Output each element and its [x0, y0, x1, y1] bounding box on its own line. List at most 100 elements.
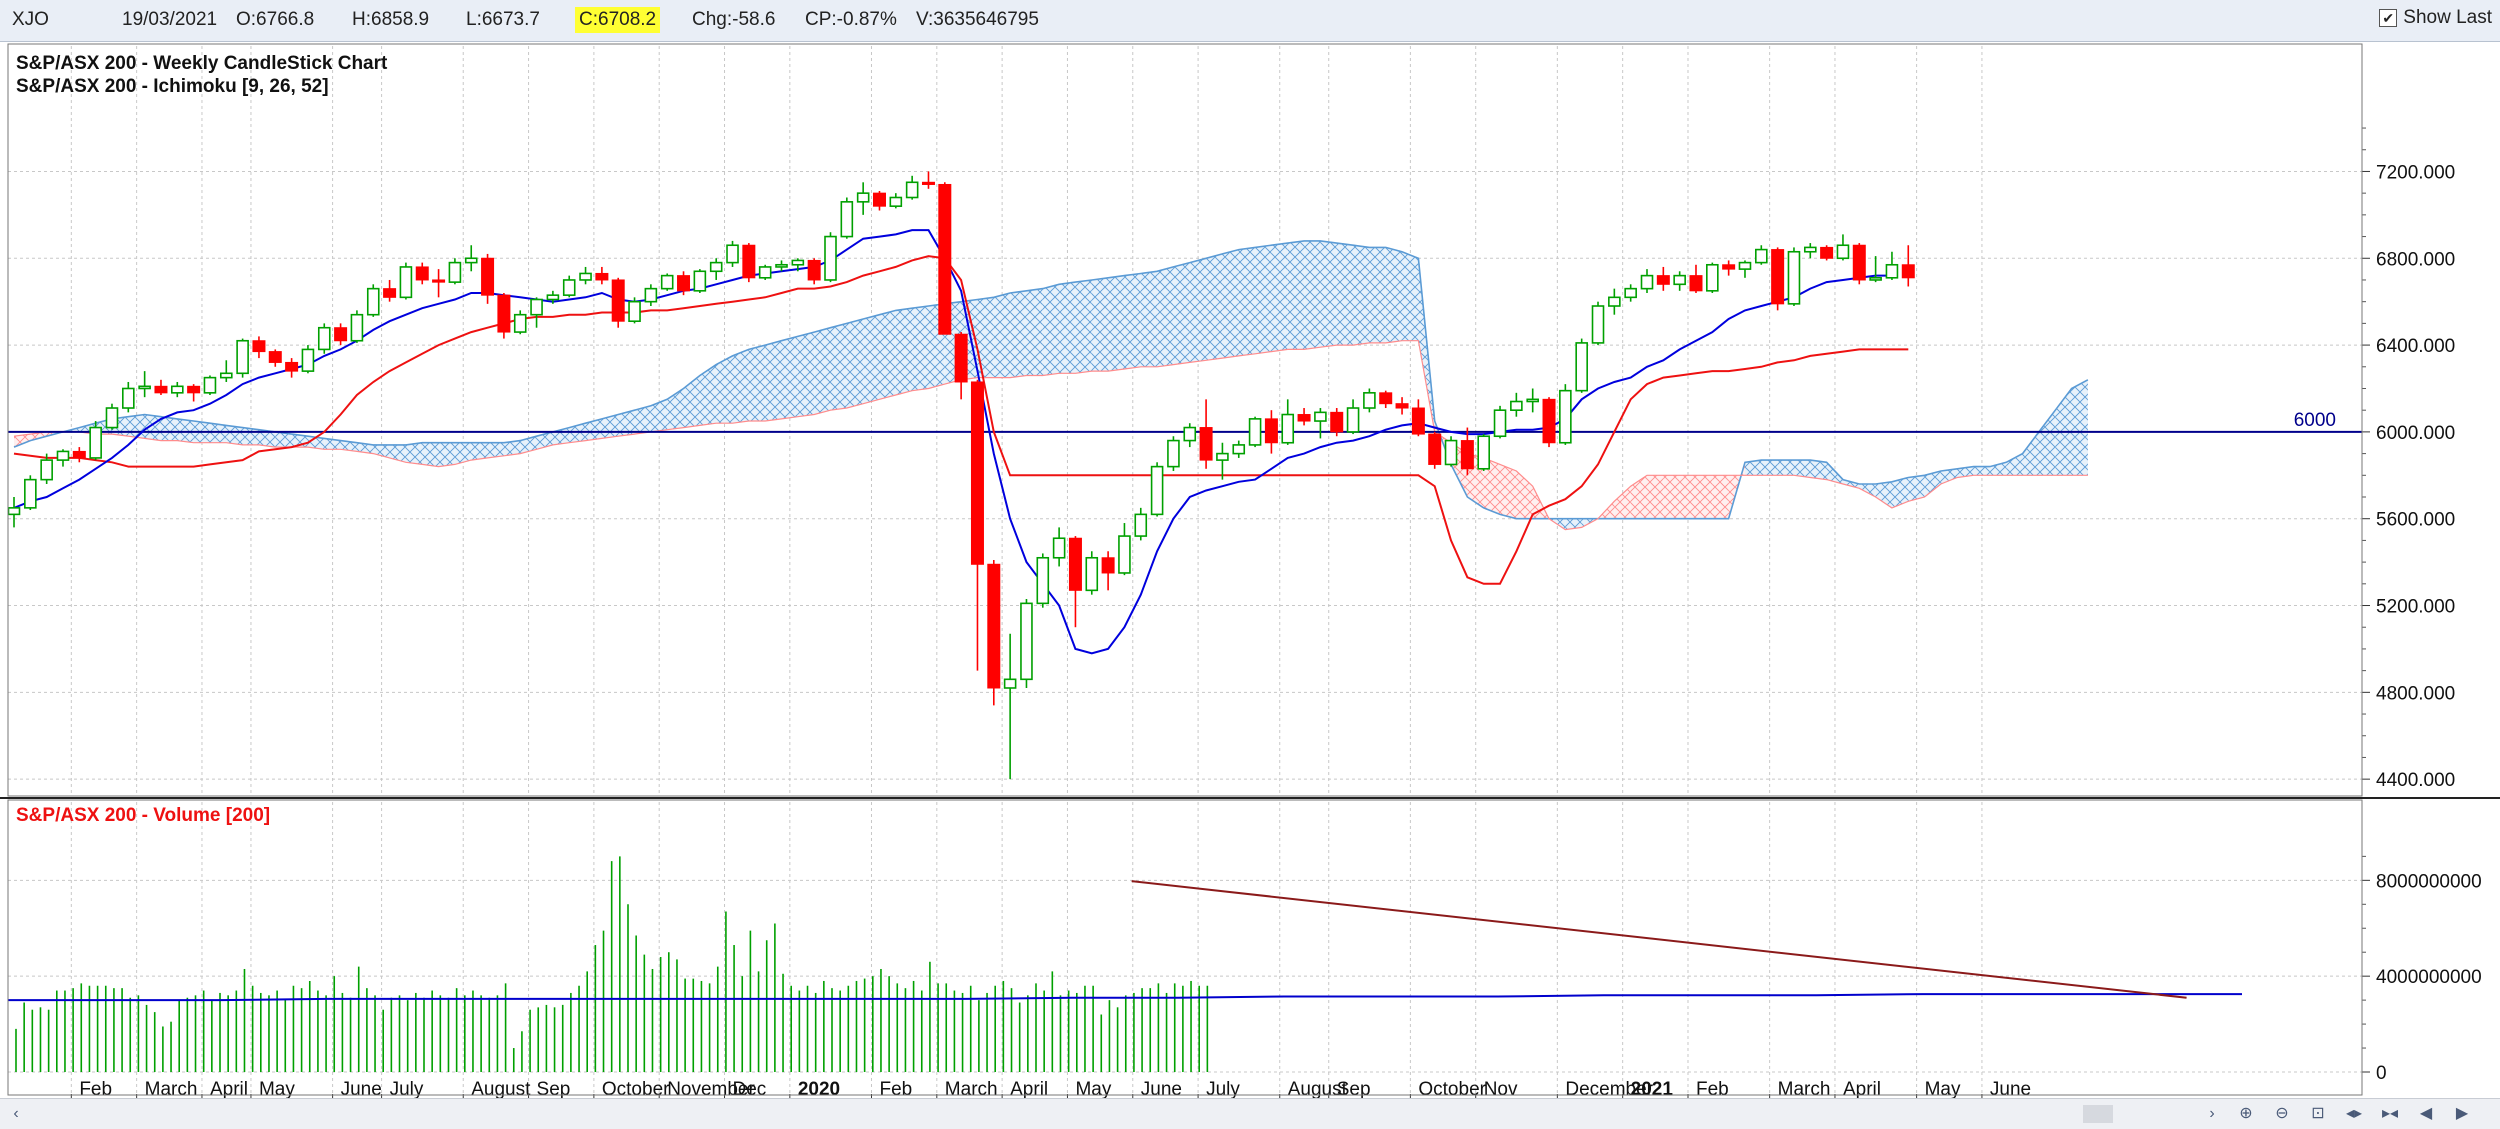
zoom-in-icon[interactable]: ⊕	[2239, 1105, 2253, 1122]
candle-body	[1771, 249, 1785, 305]
cloud-segment	[895, 308, 913, 395]
cloud-segment	[569, 423, 586, 443]
scroll-right-icon[interactable]: ›	[2209, 1105, 2215, 1122]
symbol-label: XJO	[12, 9, 49, 30]
candle-body	[268, 351, 282, 363]
volume-label: V:3635646795	[916, 9, 1039, 30]
cloud-segment	[814, 327, 831, 415]
cloud-segment	[1026, 288, 1043, 376]
candle-body	[1363, 392, 1376, 409]
time-label: 2020	[798, 1079, 840, 1098]
candle-body	[1118, 535, 1131, 574]
cloud-segment	[716, 355, 733, 424]
candle-body	[889, 196, 903, 207]
horizontal-scrollbar[interactable]	[30, 1105, 2200, 1123]
change-label: Chg:-58.6	[692, 9, 776, 30]
cloud-segment	[1810, 460, 1827, 480]
volume-axis: 8000000000 4000000000 0	[2361, 828, 2482, 1084]
candle-body	[72, 450, 86, 459]
compress-icon[interactable]: ▸◂	[2381, 1105, 2399, 1122]
volume-tick-label: 4000000000	[2376, 967, 2482, 988]
cloud-segment	[487, 442, 504, 458]
close-label: C:6708.2	[575, 7, 661, 33]
candle-body	[872, 192, 886, 207]
show-last-toggle[interactable]: ✔ Show Last	[2379, 7, 2492, 29]
scroll-navigation-bar: ‹ › ⊕ ⊖ ⊡ ◂▸ ▸◂ ◀ ▶	[0, 1098, 2500, 1129]
cloud-segment	[765, 340, 782, 422]
cloud-segment	[1010, 290, 1027, 378]
cloud-segment	[1761, 460, 1778, 476]
cloud-segment	[650, 399, 668, 432]
level-6000-label: 6000	[2294, 410, 2336, 431]
price-tick-label: 6000.000	[2376, 423, 2455, 444]
step-forward-icon[interactable]: ▶	[2455, 1105, 2469, 1122]
candle-body	[1852, 244, 1866, 281]
cloud-segment	[1647, 475, 1664, 519]
candle-body	[366, 287, 380, 316]
cloud-segment	[732, 349, 749, 424]
candle-body	[758, 266, 772, 279]
candle-body	[905, 181, 919, 199]
candle-body	[219, 372, 233, 379]
candle-body	[187, 385, 201, 394]
candle-body	[840, 201, 854, 238]
cloud-segment	[1320, 240, 1337, 348]
cloud-segment	[1385, 247, 1403, 343]
cloud-segment	[1304, 240, 1321, 350]
show-last-checkbox[interactable]: ✔	[2379, 9, 2398, 27]
candle-body	[1330, 411, 1344, 433]
cloud-segment	[2071, 379, 2088, 476]
cloud-segment	[438, 442, 455, 467]
time-label: May	[259, 1079, 295, 1098]
cloud-segment	[536, 431, 553, 450]
cloud-segment	[1353, 245, 1370, 346]
time-label: Feb	[879, 1079, 912, 1098]
cloud-segment	[503, 440, 521, 456]
time-label: August	[1288, 1079, 1348, 1098]
candle-body	[1460, 440, 1474, 470]
zoom-fit-icon[interactable]: ⊡	[2311, 1105, 2325, 1122]
scroll-left-icon[interactable]: ‹	[13, 1105, 19, 1122]
expand-icon[interactable]: ◂▸	[2345, 1105, 2363, 1122]
show-last-label: Show Last	[2403, 7, 2492, 28]
candle-body	[334, 327, 348, 342]
candle-body	[775, 263, 788, 268]
cloud-segment	[340, 440, 357, 452]
candle-body	[1575, 342, 1588, 392]
candle-body	[56, 450, 70, 461]
candle-body	[1510, 400, 1523, 411]
scrollbar-thumb[interactable]	[2083, 1105, 2113, 1123]
candle-body	[546, 294, 560, 301]
chart-canvas[interactable]: 6000 7200.000 6800.000 6400.000 6000.000 560…	[0, 42, 2500, 1098]
time-label: Dec	[733, 1079, 767, 1098]
candle-body	[1706, 263, 1719, 292]
candle-body	[1297, 414, 1311, 422]
candle-body	[138, 385, 151, 390]
price-panel-frame	[7, 43, 2363, 797]
cloud-segment	[1842, 479, 1860, 489]
time-label: Sep	[537, 1079, 571, 1098]
senkou-b-line	[13, 340, 2088, 531]
candle-body	[1493, 409, 1507, 438]
cloud-segment	[226, 425, 243, 445]
time-label: Nov	[1484, 1079, 1518, 1098]
candle-body	[1901, 264, 1915, 279]
cloud-segment	[993, 292, 1011, 378]
step-back-icon[interactable]: ◀	[2419, 1105, 2433, 1122]
cloud-segment	[1679, 475, 1696, 519]
candle-body	[415, 266, 429, 281]
candle-body	[1428, 433, 1442, 465]
candle-body	[122, 387, 135, 409]
candle-body	[252, 340, 266, 353]
candle-body	[1738, 261, 1752, 270]
senkou-a-line	[13, 240, 2089, 520]
candle-body	[1640, 274, 1654, 290]
zoom-out-icon[interactable]: ⊖	[2275, 1105, 2289, 1122]
cloud-segment	[1402, 251, 1419, 341]
time-label: August	[471, 1079, 531, 1098]
cloud-segment	[699, 364, 717, 426]
cloud-segment	[1744, 460, 1762, 476]
candle-body	[1656, 275, 1670, 285]
cloud-segment	[618, 410, 635, 437]
candle-body	[285, 361, 299, 372]
